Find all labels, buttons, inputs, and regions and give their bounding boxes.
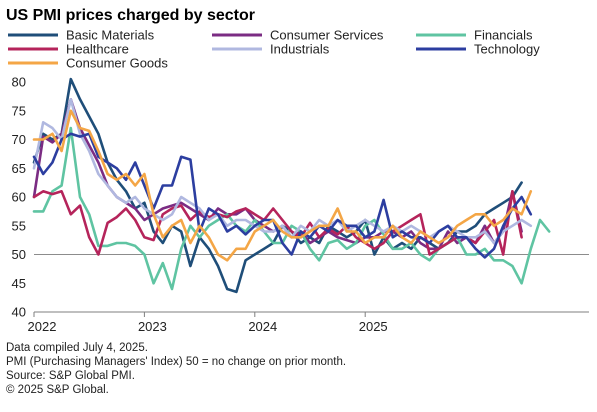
legend-item: Basic Materials: [8, 28, 155, 43]
y-tick-label: 50: [12, 247, 26, 262]
legend-label: Basic Materials: [66, 28, 155, 43]
y-tick-label: 65: [12, 161, 26, 176]
x-axis: 2022 2023 2024 2025: [28, 311, 589, 334]
y-tick-label: 70: [12, 132, 26, 147]
legend-label: Healthcare: [66, 42, 129, 57]
legend-item: Consumer Goods: [8, 56, 168, 71]
y-tick-label: 60: [12, 190, 26, 205]
legend-label: Industrials: [270, 42, 330, 57]
legend: Basic Materials Consumer Services Financia…: [8, 28, 540, 71]
x-tick-label: 2022: [28, 319, 57, 334]
series-group: [32, 77, 551, 294]
x-tick-label: 2024: [248, 319, 277, 334]
legend-label: Financials: [474, 28, 533, 43]
series-line: [32, 126, 551, 291]
series-line: [32, 132, 533, 259]
legend-item: Technology: [416, 42, 540, 57]
legend-item: Industrials: [212, 42, 330, 57]
y-tick-label: 75: [12, 103, 26, 118]
footnote-line: PMI (Purchasing Managers' Index) 50 = no…: [6, 356, 346, 368]
footnote-line: © 2025 S&P Global.: [6, 384, 109, 396]
legend-item: Healthcare: [8, 42, 129, 57]
footnote-line: Source: S&P Global PMI.: [6, 370, 135, 382]
y-axis: 40 45 50 55 60 65 70 75 80: [12, 75, 26, 320]
y-tick-label: 55: [12, 218, 26, 233]
footnote-line: Data compiled July 4, 2025.: [6, 342, 148, 354]
footnotes: Data compiled July 4, 2025. PMI (Purchasi…: [6, 342, 346, 396]
x-tick-label: 2025: [359, 319, 388, 334]
legend-label: Consumer Goods: [66, 56, 168, 71]
legend-label: Consumer Services: [270, 28, 384, 43]
legend-item: Consumer Services: [212, 28, 384, 43]
y-tick-label: 80: [12, 75, 26, 90]
y-tick-label: 40: [12, 305, 26, 320]
legend-item: Financials: [416, 28, 533, 43]
series-line: [32, 190, 523, 256]
legend-label: Technology: [474, 42, 540, 57]
series-line: [32, 109, 533, 262]
x-tick-label: 2023: [138, 319, 167, 334]
chart-title: US PMI prices charged by sector: [6, 7, 255, 24]
y-tick-label: 45: [12, 276, 26, 291]
